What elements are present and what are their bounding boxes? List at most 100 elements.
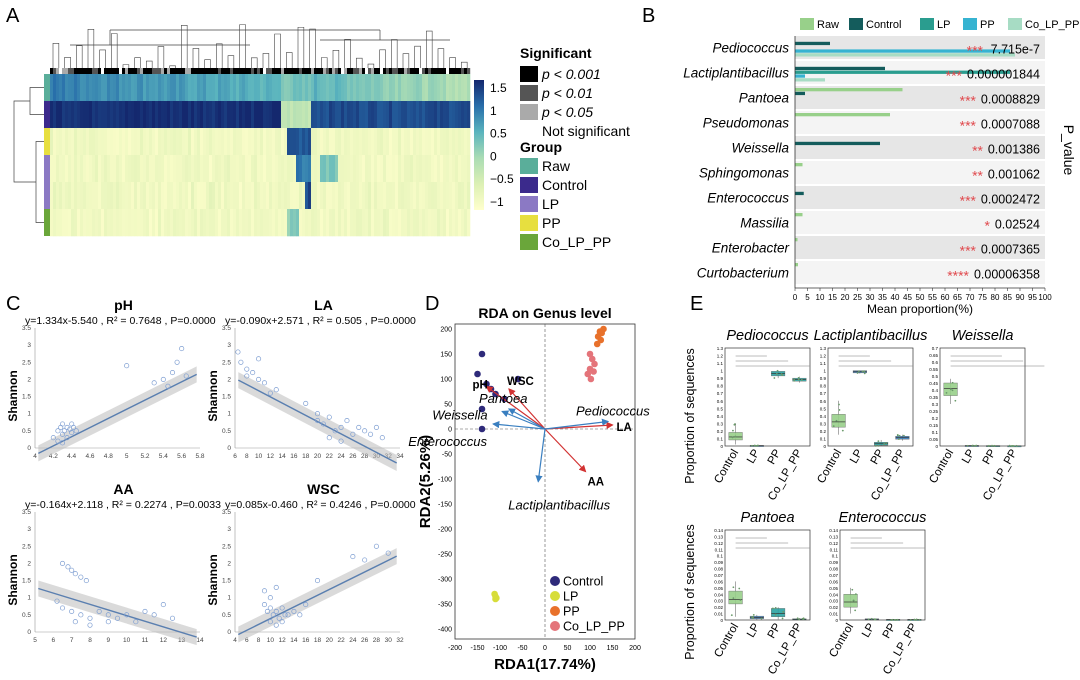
heatmap-cell — [347, 101, 351, 129]
heatmap-cell — [203, 101, 207, 129]
x-tick-label: 50 — [564, 645, 572, 652]
heatmap-cell — [236, 74, 240, 102]
heatmap-cell — [287, 101, 291, 129]
heatmap-cell — [368, 209, 372, 237]
heatmap-cell — [380, 182, 384, 210]
heatmap-cell — [137, 128, 141, 156]
dendrogram-branch — [134, 57, 141, 68]
boxplot-title: Enterococcus — [839, 510, 927, 526]
y-tick-label: 2.5 — [222, 359, 231, 366]
heatmap-cell — [350, 182, 354, 210]
heatmap-cell — [326, 128, 330, 156]
heatmap-cell — [224, 128, 228, 156]
heatmap-cell — [350, 101, 354, 129]
heatmap-cell — [464, 101, 468, 129]
heatmap-cell — [305, 74, 309, 102]
boxplot-frame — [939, 347, 1026, 447]
y-tick-label: 0.2 — [717, 429, 724, 434]
heatmap-cell — [95, 128, 99, 156]
row-band — [795, 86, 1045, 109]
scatter-point — [282, 612, 288, 618]
significance-cell — [308, 68, 312, 74]
heatmap-cell — [203, 182, 207, 210]
y-tick-label: 1.1 — [717, 361, 724, 366]
x-tick-label: 26 — [349, 453, 357, 460]
heatmap-cell — [344, 209, 348, 237]
dendrogram-branch — [391, 39, 398, 68]
y-tick-label: 1 — [823, 369, 826, 374]
significance-cell — [239, 68, 243, 74]
genus-label: Pantoea — [739, 91, 790, 106]
heatmap-cell — [431, 182, 435, 210]
sample-point — [591, 360, 598, 368]
x-tick-label: -50 — [517, 645, 527, 652]
significance-cell — [200, 68, 204, 74]
y-tick-label: 0.14 — [714, 528, 723, 533]
heatmap-cell — [134, 74, 138, 102]
heatmap-cell — [209, 182, 213, 210]
significance-cell — [218, 68, 222, 74]
heatmap-cell — [365, 74, 369, 102]
heatmap-cell — [170, 182, 174, 210]
scatter-point — [114, 615, 121, 621]
heatmap-cell — [89, 155, 93, 183]
heatmap-cell — [278, 128, 282, 156]
heatmap-cell — [431, 155, 435, 183]
heatmap-cell — [368, 101, 372, 129]
heatmap-cell — [203, 74, 207, 102]
heatmap-cell — [89, 182, 93, 210]
heatmap-cell — [236, 128, 240, 156]
jitter-point — [732, 586, 735, 589]
significance-legend-label: p < 0.001 — [541, 66, 601, 82]
heatmap-cell — [164, 128, 168, 156]
heatmap-cell — [71, 209, 75, 237]
regression-line — [38, 587, 197, 638]
heatmap-cell — [149, 74, 153, 102]
significance-cell — [197, 68, 201, 74]
jitter-point — [987, 445, 990, 447]
heatmap-cell — [233, 155, 237, 183]
heatmap-cell — [221, 155, 225, 183]
group-swatch — [520, 158, 538, 174]
heatmap-cell — [185, 209, 189, 237]
heatmap-cell — [329, 209, 333, 237]
heatmap-cell — [308, 101, 312, 129]
heatmap-cell — [410, 209, 414, 237]
row-band — [795, 161, 1045, 184]
heatmap-cell — [299, 101, 303, 129]
significance-stars: *** — [967, 43, 984, 59]
significance-cell — [152, 68, 156, 74]
x-tick-label: 9 — [107, 637, 111, 644]
y-tick-label: 0.02 — [829, 605, 838, 610]
heatmap-cell — [413, 182, 417, 210]
heatmap-cell — [182, 128, 186, 156]
heatmap-cell — [269, 155, 273, 183]
column-dendrogram — [52, 24, 468, 68]
significance-legend-title: Significant — [520, 45, 592, 61]
y-tick-label: 0 — [935, 444, 938, 449]
heatmap-cell — [221, 128, 225, 156]
y-tick-label: -350 — [438, 602, 452, 609]
significance-cell — [458, 68, 462, 74]
heatmap-cell — [425, 74, 429, 102]
heatmap-cell — [428, 128, 432, 156]
heatmap-cell — [311, 182, 315, 210]
heatmap-cell — [461, 155, 465, 183]
heatmap-cell — [176, 74, 180, 102]
y-tick-label: 0.06 — [714, 579, 723, 584]
heatmap-cell — [380, 74, 384, 102]
y-tick-label: 1.5 — [222, 394, 231, 401]
heatmap-cell — [347, 182, 351, 210]
jitter-point — [1008, 444, 1011, 447]
jitter-point — [732, 597, 735, 600]
significance-cell — [350, 68, 354, 74]
heatmap-cell — [77, 155, 81, 183]
heatmap-cell — [293, 101, 297, 129]
y-tick-label: 0.1 — [717, 554, 724, 559]
heatmap-cell — [299, 128, 303, 156]
legend-marker — [550, 576, 560, 586]
heatmap-cell — [221, 101, 225, 129]
significance-cell — [155, 68, 159, 74]
heatmap-cell — [467, 74, 471, 102]
y-tick-label: 0.8 — [717, 384, 724, 389]
